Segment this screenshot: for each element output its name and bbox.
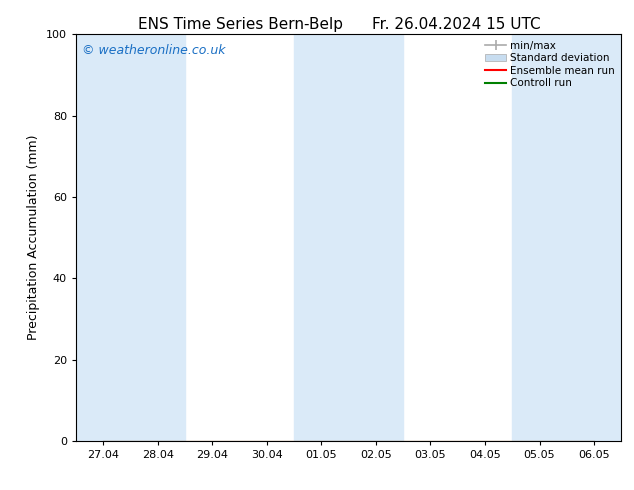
Text: Fr. 26.04.2024 15 UTC: Fr. 26.04.2024 15 UTC [372, 17, 541, 32]
Bar [512, 34, 621, 441]
Legend: min/max, Standard deviation, Ensemble mean run, Controll run: min/max, Standard deviation, Ensemble me… [482, 37, 618, 92]
Bar [76, 34, 185, 441]
Bar [294, 34, 403, 441]
Text: © weatheronline.co.uk: © weatheronline.co.uk [82, 45, 225, 57]
Y-axis label: Precipitation Accumulation (mm): Precipitation Accumulation (mm) [27, 135, 41, 341]
Text: ENS Time Series Bern-Belp: ENS Time Series Bern-Belp [138, 17, 344, 32]
